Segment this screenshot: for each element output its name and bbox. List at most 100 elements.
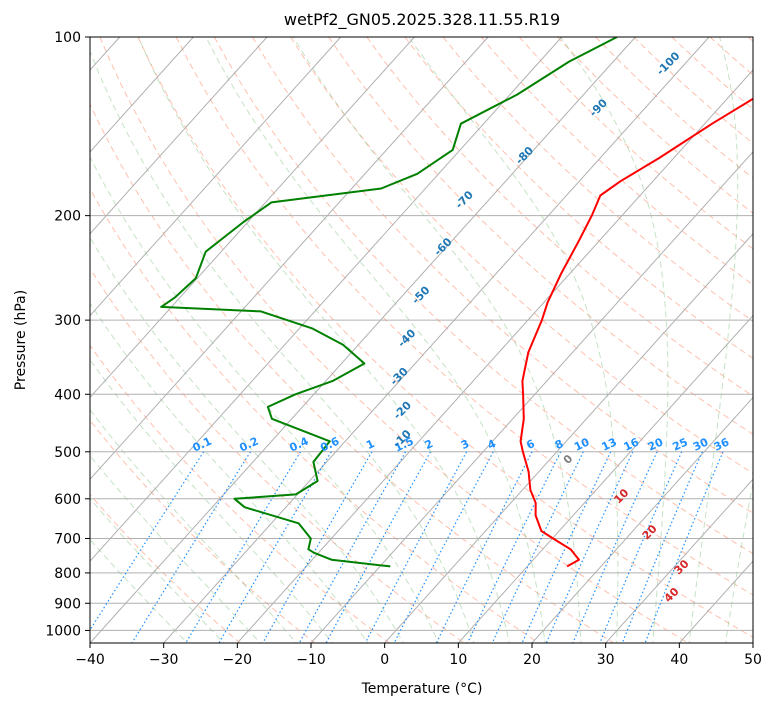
moist-adiabat bbox=[292, 37, 582, 643]
isotherm-line bbox=[384, 232, 753, 643]
level-label: 0 bbox=[561, 452, 576, 467]
isotherm-line bbox=[531, 396, 753, 643]
mixing-ratio-label: 2 bbox=[423, 437, 435, 452]
moist-adiabat bbox=[137, 37, 510, 643]
dry-adiabat bbox=[709, 37, 753, 76]
isotherm-line bbox=[90, 37, 636, 643]
mixing-ratio-line bbox=[599, 451, 683, 643]
isotherm-line bbox=[457, 314, 753, 643]
level-label: -50 bbox=[409, 283, 432, 306]
mixing-ratio-label: 25 bbox=[671, 436, 690, 454]
x-tick-label: 10 bbox=[449, 652, 467, 668]
y-tick-label: 100 bbox=[54, 30, 81, 46]
x-tick-label: −10 bbox=[296, 652, 326, 668]
y-tick-label: 400 bbox=[54, 387, 81, 403]
level-label: 10 bbox=[611, 486, 631, 506]
mixing-ratio-line bbox=[572, 451, 658, 643]
mixing-ratio-label: 20 bbox=[646, 435, 666, 453]
level-label: 40 bbox=[662, 585, 682, 605]
dry-adiabat bbox=[480, 37, 753, 286]
x-tick-label: 20 bbox=[523, 652, 541, 668]
mixing-ratio-label: 30 bbox=[691, 435, 711, 453]
y-tick-label: 1000 bbox=[45, 623, 81, 639]
mixing-ratio-label: 1 bbox=[364, 437, 376, 452]
isotherm-line bbox=[90, 37, 489, 481]
dry-adiabat bbox=[90, 344, 391, 643]
moist-adiabat bbox=[90, 50, 475, 643]
mixing-ratio-line bbox=[621, 451, 703, 643]
isotherm-line bbox=[90, 37, 342, 317]
level-label: -100 bbox=[654, 49, 683, 78]
y-tick-label: 700 bbox=[54, 532, 81, 548]
dry-adiabat bbox=[90, 419, 316, 643]
isotherm-line bbox=[90, 37, 415, 399]
level-label: -80 bbox=[513, 144, 536, 167]
mixing-ratio-line bbox=[298, 451, 407, 643]
mixing-ratio-line bbox=[262, 451, 373, 643]
y-tick-label: 300 bbox=[54, 313, 81, 329]
x-tick-label: −30 bbox=[149, 652, 179, 668]
isotherm-line bbox=[90, 37, 563, 562]
y-tick-label: 900 bbox=[54, 596, 81, 612]
mixing-ratio-label: 16 bbox=[622, 435, 642, 453]
mixing-ratio-line bbox=[644, 451, 724, 643]
dry-adiabat bbox=[175, 37, 753, 596]
dry-adiabat bbox=[137, 37, 753, 638]
axis-ticks: −40 −30 −20 −10 0 10 20 30 40 5010020030040050060… bbox=[45, 30, 762, 668]
moist-adiabat bbox=[90, 408, 297, 643]
dry-adiabat bbox=[213, 37, 753, 555]
mixing-ratio-line bbox=[393, 451, 494, 643]
y-tick-label: 200 bbox=[54, 209, 81, 225]
level-label: 20 bbox=[640, 522, 660, 542]
mixing-ratio-line bbox=[491, 451, 584, 643]
moist-adiabat bbox=[90, 302, 369, 643]
dewpoint-line bbox=[160, 37, 618, 568]
mixing-ratio-line bbox=[364, 451, 468, 643]
x-tick-label: 50 bbox=[744, 652, 762, 668]
isotherm-line bbox=[310, 151, 753, 643]
isotherm-line bbox=[752, 642, 753, 643]
isotherm-line bbox=[90, 37, 194, 153]
x-axis-label: Temperature (°C) bbox=[361, 681, 483, 697]
x-tick-label: −20 bbox=[223, 652, 253, 668]
dry-adiabat bbox=[747, 37, 753, 42]
temperature-line bbox=[519, 97, 753, 568]
mixing-ratio-label: 10 bbox=[572, 435, 592, 453]
x-tick-label: 0 bbox=[380, 652, 389, 668]
mixing-ratio-line bbox=[545, 451, 634, 643]
x-tick-label: 40 bbox=[670, 652, 688, 668]
level-label: -90 bbox=[587, 96, 610, 119]
moist-adiabat bbox=[725, 479, 753, 643]
moist-adiabat bbox=[560, 37, 669, 643]
moist-adiabat bbox=[688, 37, 739, 643]
mixing-ratio-line bbox=[185, 451, 302, 643]
dry-adiabat bbox=[328, 37, 753, 435]
moist-adiabat bbox=[408, 37, 619, 643]
moist-adiabat bbox=[90, 358, 333, 643]
dry-adiabat bbox=[442, 37, 753, 322]
isotherm-line bbox=[90, 37, 268, 235]
isotherm-line bbox=[163, 37, 710, 643]
dry-adiabat bbox=[557, 37, 753, 214]
moist-adiabat bbox=[90, 236, 404, 643]
mixing-ratio-label: 13 bbox=[600, 436, 619, 454]
level-label: -70 bbox=[453, 188, 476, 211]
x-tick-label: 30 bbox=[597, 652, 615, 668]
dry-adiabat bbox=[671, 37, 753, 110]
moist-adiabat bbox=[90, 454, 261, 643]
plot-frame bbox=[89, 36, 754, 644]
mixing-ratio-line bbox=[466, 451, 562, 643]
dry-adiabat bbox=[290, 37, 753, 474]
sounding-traces bbox=[160, 37, 753, 568]
y-tick-label: 500 bbox=[54, 445, 81, 461]
mixing-ratio-line bbox=[435, 451, 533, 643]
y-axis-label: Pressure (hPa) bbox=[13, 290, 29, 390]
mixing-ratio-label: 4 bbox=[486, 437, 499, 452]
isotherm-line bbox=[236, 69, 753, 643]
moist-adiabat bbox=[90, 155, 440, 643]
y-tick-label: 600 bbox=[54, 492, 81, 508]
chart-title: wetPf2_GN05.2025.328.11.55.R19 bbox=[284, 10, 560, 30]
level-label: -40 bbox=[395, 326, 418, 349]
mixing-ratio-line bbox=[521, 451, 612, 643]
